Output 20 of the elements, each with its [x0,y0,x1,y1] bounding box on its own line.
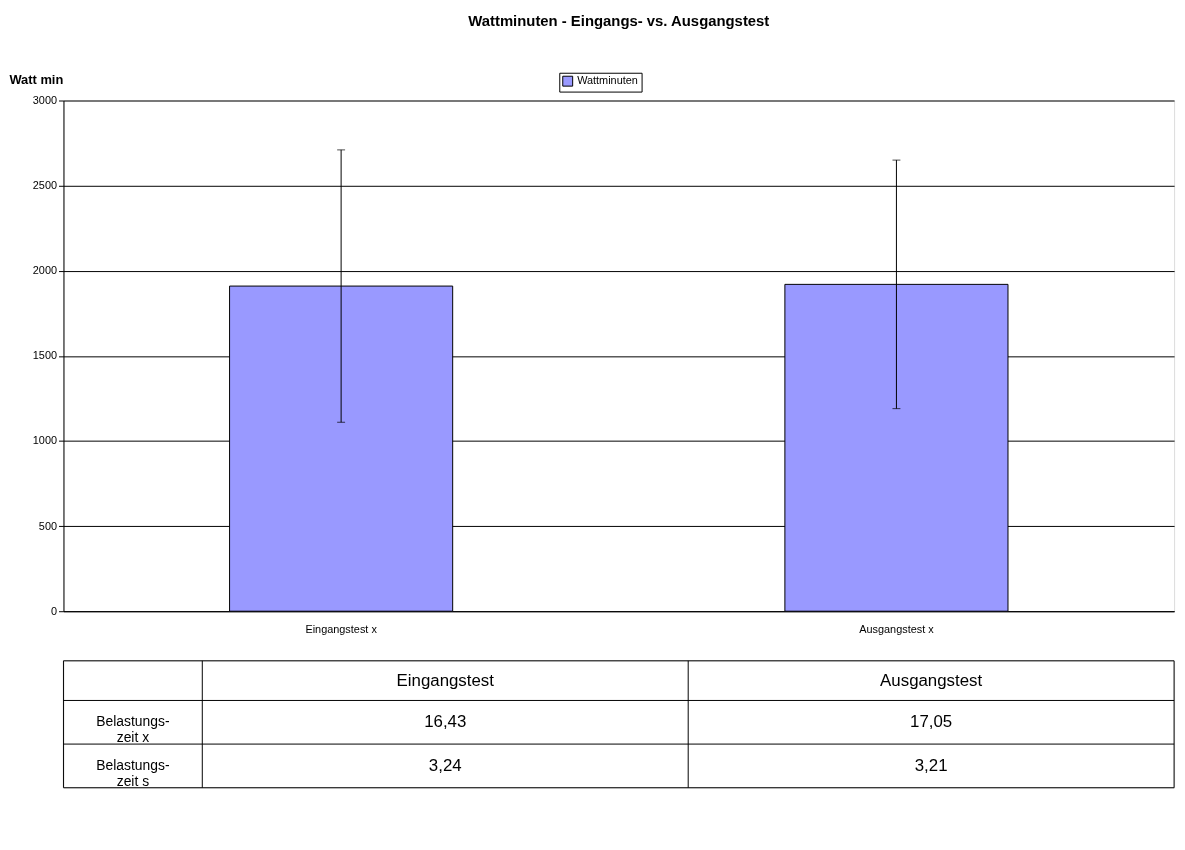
text: 16,43 [424,712,467,732]
y-tick-label: 3000 [32,93,58,106]
category-label: Eingangstest [396,670,495,690]
y-tick-label: 500 [38,519,58,532]
legend-label: Wattminuten [577,74,638,87]
chart-title: Wattminuten - Eingangs- vs. Ausgangstest [468,13,770,30]
text: 3,24 [428,755,462,775]
y-tick-label: 1000 [32,434,58,447]
text: 17,05 [910,712,953,732]
y-tick-label: 2000 [32,264,58,277]
category-label: Belastungs-zeit s [96,756,170,789]
y-tick-label: 1500 [32,349,58,362]
y-axis-title: Watt min [9,72,64,88]
x-tick-label: Eingangstest x [305,622,378,635]
category-label: Ausgangstest [880,670,983,690]
category-label: Belastungs-zeit x [96,713,170,746]
y-tick-label: 2500 [32,179,58,192]
y-tick-label: 0 [50,604,58,617]
x-tick-label: Ausgangstest x [859,622,935,635]
text: 3,21 [914,755,948,775]
